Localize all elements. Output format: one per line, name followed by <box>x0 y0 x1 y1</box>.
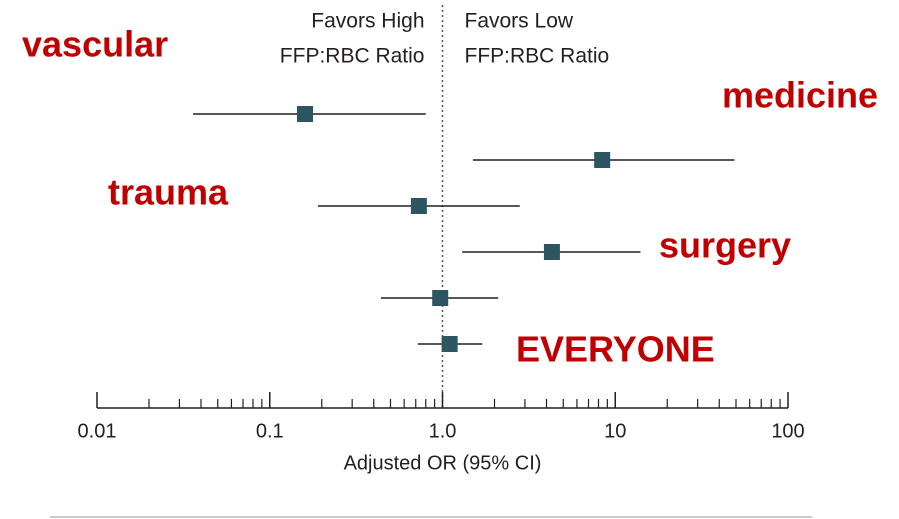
point-estimate <box>441 336 458 352</box>
x-axis-label: Adjusted OR (95% CI) <box>344 452 542 474</box>
favors-label: FFP:RBC Ratio <box>465 45 610 68</box>
point-estimate <box>297 106 314 122</box>
favors-label: Favors High <box>311 10 424 33</box>
favors-label: Favors Low <box>465 10 574 33</box>
group-annotation: medicine <box>722 75 878 116</box>
point-estimate <box>543 244 560 260</box>
group-annotation: trauma <box>108 172 229 213</box>
x-tick-label: 0.01 <box>78 420 117 442</box>
point-estimate <box>594 152 611 168</box>
favors-label: FFP:RBC Ratio <box>280 45 425 68</box>
x-tick-label: 10 <box>604 420 626 442</box>
x-tick-label: 0.1 <box>256 420 284 442</box>
group-annotation: vascular <box>22 24 168 65</box>
x-tick-label: 1.0 <box>429 420 457 442</box>
group-annotation: surgery <box>659 225 791 266</box>
point-estimate <box>410 198 427 214</box>
point-estimate <box>432 290 449 306</box>
group-annotation: EVERYONE <box>516 329 715 370</box>
x-tick-label: 100 <box>771 420 804 442</box>
